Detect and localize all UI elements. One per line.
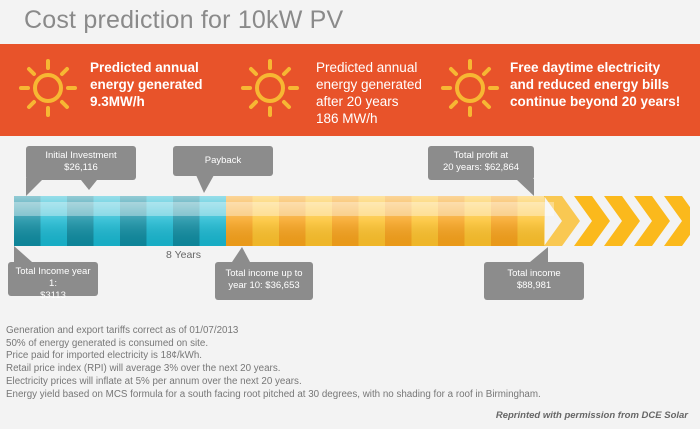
feature-line: after 20 years	[316, 94, 399, 109]
callout-income-year10: Total income up to year 10: $36,653	[215, 262, 313, 300]
feature-20-year-energy: Predicted annual energy generated after …	[230, 44, 450, 136]
credit-text: Reprinted with permission from DCE Solar	[495, 410, 688, 421]
callout-label: Initial Investment	[45, 150, 117, 161]
note-line: 50% of energy generated is consumed on s…	[6, 337, 209, 349]
page-title: Cost prediction for 10kW PV	[24, 6, 344, 34]
assumption-notes: Generation and export tariffs correct as…	[6, 325, 541, 401]
callout-value: $3113	[40, 290, 66, 301]
feature-line: energy generated	[90, 77, 203, 92]
banner: Predicted annual energy generated 9.3MW/…	[0, 44, 700, 136]
callout-value: 20 years: $62,864	[442, 162, 520, 173]
note-line: Retail price index (RPI) will average 3%…	[6, 363, 281, 375]
feature-annual-energy: Predicted annual energy generated 9.3MW/…	[0, 44, 230, 136]
beyond-20-years-arrow	[664, 196, 690, 246]
feature-line: 186 MW/h	[316, 111, 378, 126]
beyond-20-years-arrow	[604, 196, 640, 246]
callout-label: Total income up to	[225, 268, 303, 279]
callout-income-year1: Total Income year 1: $3113	[8, 262, 98, 301]
feature-line: energy generated	[316, 77, 422, 92]
feature-line: 9.3MW/h	[90, 94, 145, 109]
callout-initial-investment: Initial Investment $26,116	[26, 146, 136, 190]
callout-label: Total profit at	[453, 150, 509, 161]
feature-line: and reduced energy bills	[510, 77, 670, 92]
note-line: Electricity prices will inflate at 5% pe…	[6, 375, 302, 387]
callout-total-income: Total income $88,981	[484, 262, 584, 300]
feature-text: Predicted annual energy generated 9.3MW/…	[90, 59, 203, 110]
callout-label: Total Income year 1:	[15, 266, 91, 289]
beyond-20-years-arrow	[544, 196, 580, 246]
feature-text: Predicted annual energy generated after …	[316, 59, 422, 127]
feature-line: Predicted annual	[90, 60, 199, 75]
sun-icon	[19, 59, 77, 117]
callout-value: $88,981	[516, 280, 552, 291]
note-line: Generation and export tariffs correct as…	[6, 325, 239, 336]
feature-line: Predicted annual	[316, 60, 418, 75]
beyond-20-years-arrow	[574, 196, 610, 246]
note-line: Energy yield based on MCS formula for a …	[6, 388, 541, 400]
feature-line: Free daytime electricity	[510, 60, 661, 75]
callout-value: year 10: $36,653	[228, 280, 300, 291]
beyond-20-years-arrow	[634, 196, 670, 246]
feature-line: continue beyond 20 years!	[510, 94, 681, 109]
callout-label: Total income	[507, 268, 561, 279]
note-line: Price paid for imported electricity is 1…	[6, 350, 203, 362]
feature-text: Free daytime electricity and reduced ene…	[510, 59, 680, 110]
sun-icon	[441, 59, 499, 117]
sun-icon	[241, 59, 299, 117]
callout-value: $26,116	[64, 162, 98, 173]
callout-label: Payback	[204, 155, 242, 166]
payback-years-label: 8 Years	[166, 249, 202, 261]
callout-payback: Payback	[173, 146, 273, 176]
feature-free-electricity: Free daytime electricity and reduced ene…	[430, 44, 700, 136]
timeline-bar	[14, 196, 690, 246]
callout-total-profit: Total profit at 20 years: $62,864	[428, 146, 534, 180]
